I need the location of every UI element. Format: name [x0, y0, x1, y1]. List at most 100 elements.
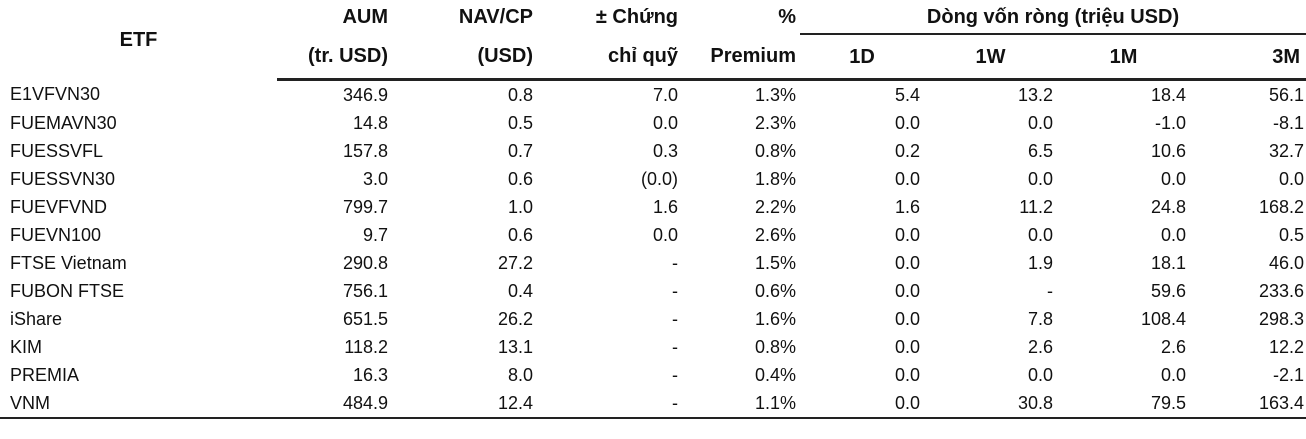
cell-etf: FUEMAVN30 [10, 113, 117, 133]
cell-flow-1w: 2.6 [1027, 337, 1053, 357]
table-body: E1VFVN30 346.9 0.8 7.0 1.3% 5.4 13.2 18.4 56.1 FU… [0, 80, 1306, 419]
cell-flow-1d: 0.0 [894, 309, 920, 329]
cell-flow-1d: 0.0 [894, 337, 920, 357]
cell-aum: 756.1 [342, 281, 388, 301]
header-units-line2: chỉ quỹ [537, 34, 682, 81]
cell-premium: 1.8% [754, 169, 796, 189]
cell-units: 0.0 [652, 113, 678, 133]
cell-aum: 290.8 [342, 253, 388, 273]
cell-aum: 651.5 [342, 309, 388, 329]
cell-flow-1d: 0.2 [894, 141, 920, 161]
cell-flow-1w: 0.0 [1027, 365, 1053, 385]
cell-flow-1w: 30.8 [924, 389, 1057, 419]
cell-flow-1m: 108.4 [1140, 309, 1186, 329]
cell-nav: 0.6 [507, 169, 533, 189]
table-row: iShare 651.5 26.2 - 1.6% 0.0 7.8 108.4 298.3 [0, 305, 1306, 333]
cell-flow-1w: 0.0 [1027, 225, 1053, 245]
cell-flow-1d: 0.0 [894, 169, 920, 189]
table-row: FTSE Vietnam 290.8 27.2 - 1.5% 0.0 1.9 18.1 46.0 [0, 249, 1306, 277]
cell-flow-1m: 0.0 [1160, 365, 1186, 385]
cell-flow-1d: 5.4 [894, 85, 920, 105]
cell-units: 0.0 [652, 225, 678, 245]
cell-units: - [672, 253, 678, 273]
cell-flow-1d: 1.6 [894, 197, 920, 217]
cell-premium: 1.6% [754, 309, 796, 329]
cell-flow-3m: 0.5 [1278, 225, 1305, 245]
cell-flow-1w: 0.0 [1027, 113, 1053, 133]
cell-flow-3m: 12.2 [1268, 337, 1305, 357]
header-nav-line2: (USD) [392, 34, 537, 81]
cell-premium: 1.3% [754, 85, 796, 105]
cell-flow-3m: 46.0 [1268, 253, 1305, 273]
cell-flow-1w: - [1047, 281, 1053, 301]
cell-flow-1m: 2.6 [1160, 337, 1186, 357]
cell-units: - [537, 389, 682, 419]
cell-units: - [672, 309, 678, 329]
cell-flow-3m: -2.1 [1272, 365, 1305, 385]
table-row: FUEMAVN30 14.8 0.5 0.0 2.3% 0.0 0.0 -1.0 -8.1 [0, 109, 1306, 137]
cell-nav: 0.8 [507, 85, 533, 105]
cell-units: - [672, 337, 678, 357]
cell-flow-3m: -8.1 [1272, 113, 1305, 133]
cell-flow-1m: 0.0 [1160, 169, 1186, 189]
cell-aum: 799.7 [342, 197, 388, 217]
cell-nav: 12.4 [392, 389, 537, 419]
table-row: E1VFVN30 346.9 0.8 7.0 1.3% 5.4 13.2 18.4 56.1 [0, 80, 1306, 110]
cell-units: (0.0) [640, 169, 678, 189]
cell-aum: 484.9 [277, 389, 392, 419]
cell-etf: FUEVN100 [10, 225, 102, 245]
cell-etf: FUESSVFL [10, 141, 104, 161]
cell-etf: FTSE Vietnam [10, 253, 127, 273]
cell-etf: iShare [10, 309, 63, 329]
cell-nav: 27.2 [497, 253, 533, 273]
cell-flow-1d: 0.0 [894, 365, 920, 385]
cell-aum: 9.7 [362, 225, 388, 245]
cell-premium: 2.3% [754, 113, 796, 133]
cell-nav: 0.5 [507, 113, 533, 133]
cell-flow-3m: 233.6 [1258, 281, 1305, 301]
cell-flow-1w: 0.0 [1027, 169, 1053, 189]
cell-flow-1m: -1.0 [1154, 113, 1186, 133]
cell-premium: 0.6% [754, 281, 796, 301]
cell-units: 0.3 [652, 141, 678, 161]
cell-etf: FUEVFVND [10, 197, 108, 217]
header-flow-1w: 1W [924, 34, 1057, 81]
cell-nav: 0.4 [507, 281, 533, 301]
header-flow-3m: 3M [1190, 34, 1306, 81]
cell-flow-1w: 6.5 [1027, 141, 1053, 161]
cell-premium: 2.6% [754, 225, 796, 245]
cell-etf: FUBON FTSE [10, 281, 125, 301]
cell-flow-1d: 0.0 [894, 253, 920, 273]
cell-nav: 0.7 [507, 141, 533, 161]
cell-aum: 346.9 [342, 85, 388, 105]
cell-flow-1w: 11.2 [1019, 197, 1053, 217]
cell-flow-3m: 0.0 [1278, 169, 1305, 189]
header-units-line1: ± Chứng [595, 6, 678, 28]
table-row: KIM 118.2 13.1 - 0.8% 0.0 2.6 2.6 12.2 [0, 333, 1306, 361]
cell-units: - [672, 365, 678, 385]
header-nav-line1: NAV/CP [458, 6, 533, 28]
header-etf: ETF [119, 28, 158, 51]
cell-etf: FUESSVN30 [10, 169, 116, 189]
header-premium-line1: % [778, 6, 796, 28]
cell-flow-3m: 168.2 [1258, 197, 1305, 217]
cell-flow-3m: 163.4 [1190, 389, 1306, 419]
cell-flow-3m: 56.1 [1268, 85, 1305, 105]
cell-units: 7.0 [652, 85, 678, 105]
cell-flow-1m: 18.1 [1150, 253, 1186, 273]
table-row: FUEVFVND 799.7 1.0 1.6 2.2% 1.6 11.2 24.8 168.2 [0, 193, 1306, 221]
table-row: FUBON FTSE 756.1 0.4 - 0.6% 0.0 - 59.6 233.6 [0, 277, 1306, 305]
cell-flow-1w: 13.2 [1017, 85, 1053, 105]
cell-flow-1d: 0.0 [800, 389, 924, 419]
cell-flow-1w: 7.8 [1027, 309, 1053, 329]
header-premium-line2: Premium [682, 34, 800, 81]
header-flow-1m: 1M [1057, 34, 1190, 81]
cell-premium: 0.4% [754, 365, 796, 385]
cell-premium: 1.5% [754, 253, 796, 273]
cell-flow-1d: 0.0 [894, 281, 920, 301]
cell-premium: 0.8% [754, 141, 796, 161]
cell-flow-1w: 1.9 [1027, 253, 1053, 273]
cell-aum: 157.8 [342, 141, 388, 161]
cell-flow-1m: 10.6 [1150, 141, 1186, 161]
